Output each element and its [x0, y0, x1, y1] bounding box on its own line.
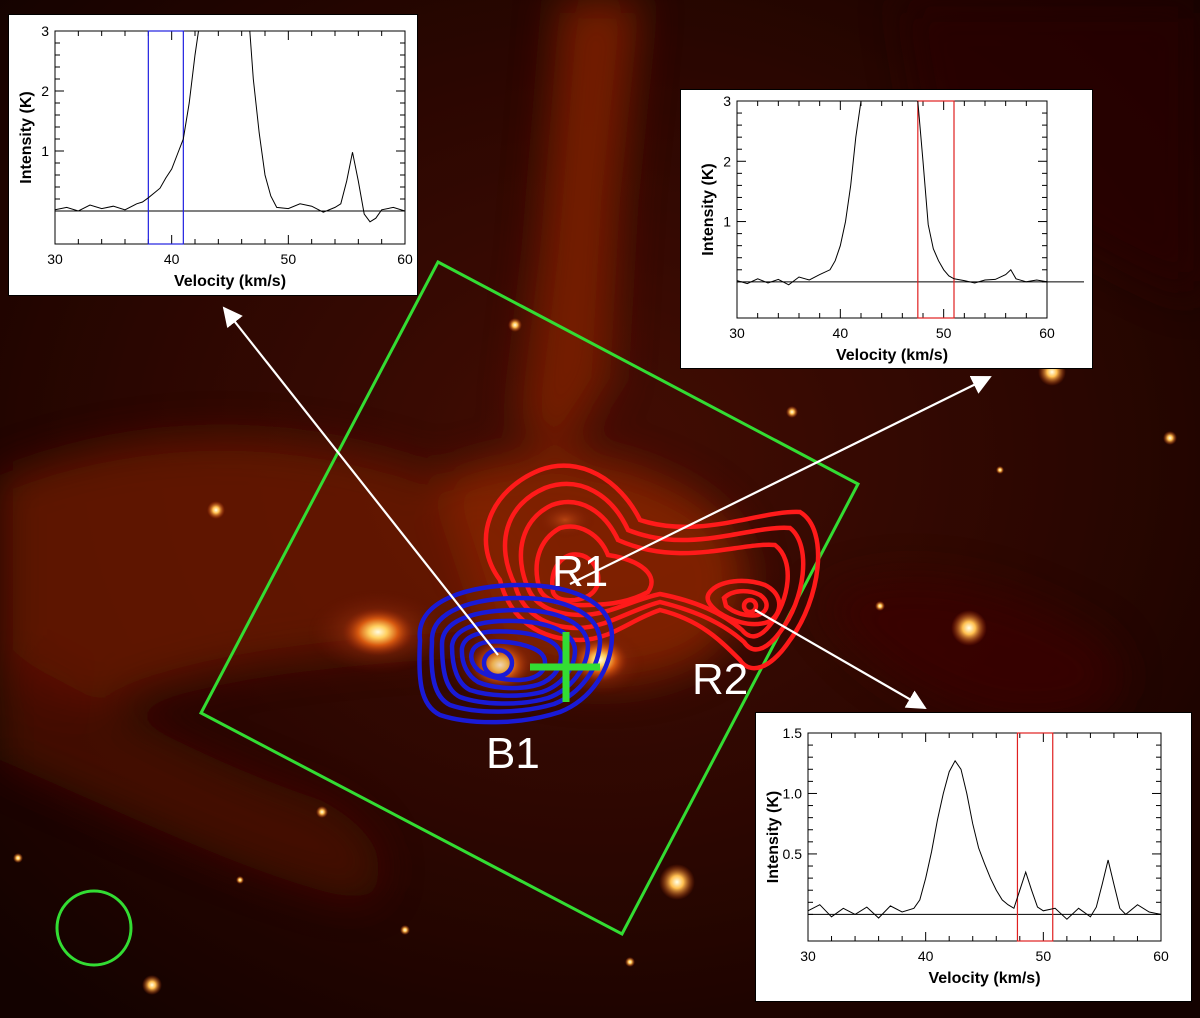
spectrum-panel-r1: 30 40 50 60 1 2 3 Velocity (km/s) Intensity (K): [680, 89, 1093, 369]
y-tick-label: 0.5: [783, 846, 803, 862]
x-tick-label: 50: [936, 325, 952, 341]
velocity-window: [917, 100, 955, 319]
spectrum-plot: 30 40 50 60 1 2 3 Velocity (km/s) Intensity (K): [18, 23, 413, 290]
spectrum-line: [55, 31, 405, 223]
y-tick-label: 1: [723, 214, 731, 230]
x-tick-label: 40: [833, 325, 849, 341]
x-axis-label: Velocity (km/s): [836, 347, 948, 364]
y-tick-label: 2: [41, 83, 49, 99]
x-tick-label: 60: [397, 251, 413, 267]
y-axis-label: Intensity (K): [765, 791, 782, 883]
map-footprint-box: [198, 259, 861, 937]
y-tick-label: 1: [41, 143, 49, 159]
x-tick-label: 60: [1039, 325, 1055, 341]
spectrum-panel-b1: 30 40 50 60 1 2 3 Velocity (km/s) Intensity (K): [8, 14, 418, 296]
pointer-arrows: [222, 306, 992, 709]
velocity-window: [147, 30, 184, 245]
center-cross: [530, 632, 600, 702]
y-tick-label: 1.5: [783, 725, 803, 741]
x-axis-label: Velocity (km/s): [928, 970, 1040, 987]
y-tick-label: 3: [723, 93, 731, 109]
spectrum-line: [737, 101, 1047, 286]
y-tick-label: 3: [41, 23, 49, 39]
label-r1: R1: [552, 547, 608, 596]
label-b1: B1: [486, 729, 540, 778]
plot-frame: [736, 100, 1048, 319]
y-tick-label: 2: [723, 153, 731, 169]
y-axis-label: Intensity (K): [18, 91, 35, 183]
beam-circle: [55, 889, 133, 967]
label-r2: R2: [692, 655, 748, 704]
y-tick-label: 1.0: [783, 785, 803, 801]
x-tick-label: 30: [47, 251, 63, 267]
x-tick-label: 40: [164, 251, 180, 267]
x-axis-label: Velocity (km/s): [174, 273, 286, 290]
x-tick-label: 50: [1036, 948, 1052, 964]
plot-frame: [807, 732, 1162, 942]
x-tick-label: 40: [918, 948, 934, 964]
x-tick-label: 60: [1153, 948, 1169, 964]
spectrum-plot: 30 40 50 60 1 2 3 Velocity (km/s) Intensity (K): [700, 93, 1084, 364]
velocity-window: [1016, 732, 1054, 942]
y-axis-label: Intensity (K): [700, 163, 717, 255]
x-tick-label: 50: [281, 251, 297, 267]
spectrum-line: [808, 759, 1161, 920]
x-tick-label: 30: [729, 325, 745, 341]
plot-frame: [54, 30, 406, 245]
spectrum-panel-r2: 30 40 50 60 0.5 1.0 1.5 Velocity (km/s) Intensit…: [755, 712, 1192, 1002]
spectrum-plot: 30 40 50 60 0.5 1.0 1.5 Velocity (km/s) Intensit…: [765, 725, 1169, 987]
x-tick-label: 30: [800, 948, 816, 964]
